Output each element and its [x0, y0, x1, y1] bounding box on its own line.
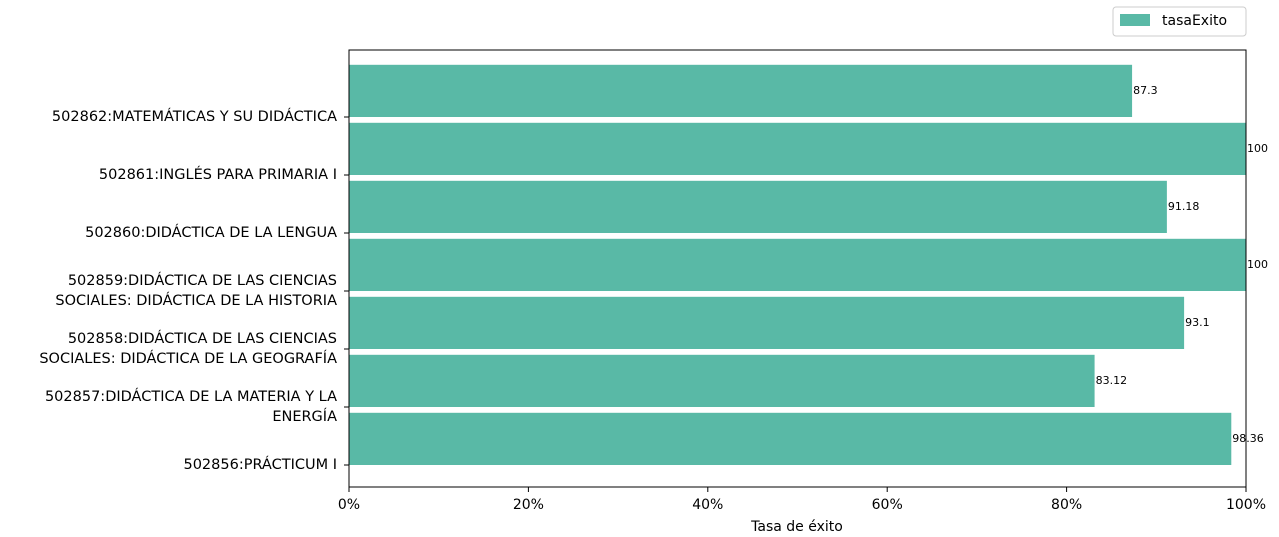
x-axis-label: Tasa de éxito	[750, 519, 843, 535]
value-label: 87.3	[1133, 84, 1158, 97]
x-tick-label: 100%	[1226, 497, 1266, 513]
value-label: 91.18	[1168, 200, 1200, 213]
value-label: 83.12	[1096, 374, 1128, 387]
x-tick-label: 40%	[692, 497, 723, 513]
bar	[349, 238, 1246, 291]
plot-frame	[348, 49, 1247, 488]
y-tick-label: 502856:PRÁCTICUM I	[183, 457, 337, 473]
value-label: 100	[1247, 142, 1268, 155]
bar	[349, 180, 1167, 233]
bar	[349, 64, 1133, 117]
x-tick-label: 20%	[513, 497, 544, 513]
y-tick-label: 502858:DIDÁCTICA DE LAS CIENCIAS SOCIALE…	[39, 331, 337, 367]
y-tick-label: 502861:INGLÉS PARA PRIMARIA I	[98, 167, 337, 183]
y-tick-label: 502859:DIDÁCTICA DE LAS CIENCIAS SOCIALE…	[55, 273, 337, 309]
bar	[349, 412, 1232, 465]
value-label: 100	[1247, 258, 1268, 271]
value-label: 98.36	[1232, 432, 1264, 445]
y-tick-label: 502862:MATEMÁTICAS Y SU DIDÁCTICA	[51, 109, 337, 125]
legend-label: tasaExito	[1162, 13, 1227, 29]
x-tick-label: 60%	[872, 497, 903, 513]
bar	[349, 296, 1185, 349]
y-tick-label: 502860:DIDÁCTICA DE LA LENGUA	[85, 225, 337, 241]
y-tick-label: 502857:DIDÁCTICA DE LA MATERIA Y LA ENER…	[44, 389, 337, 425]
value-label: 93.1	[1185, 316, 1210, 329]
bar	[349, 354, 1095, 407]
x-tick-label: 0%	[338, 497, 360, 513]
bar	[349, 122, 1246, 175]
x-tick-label: 80%	[1051, 497, 1082, 513]
legend-swatch	[1120, 14, 1150, 26]
